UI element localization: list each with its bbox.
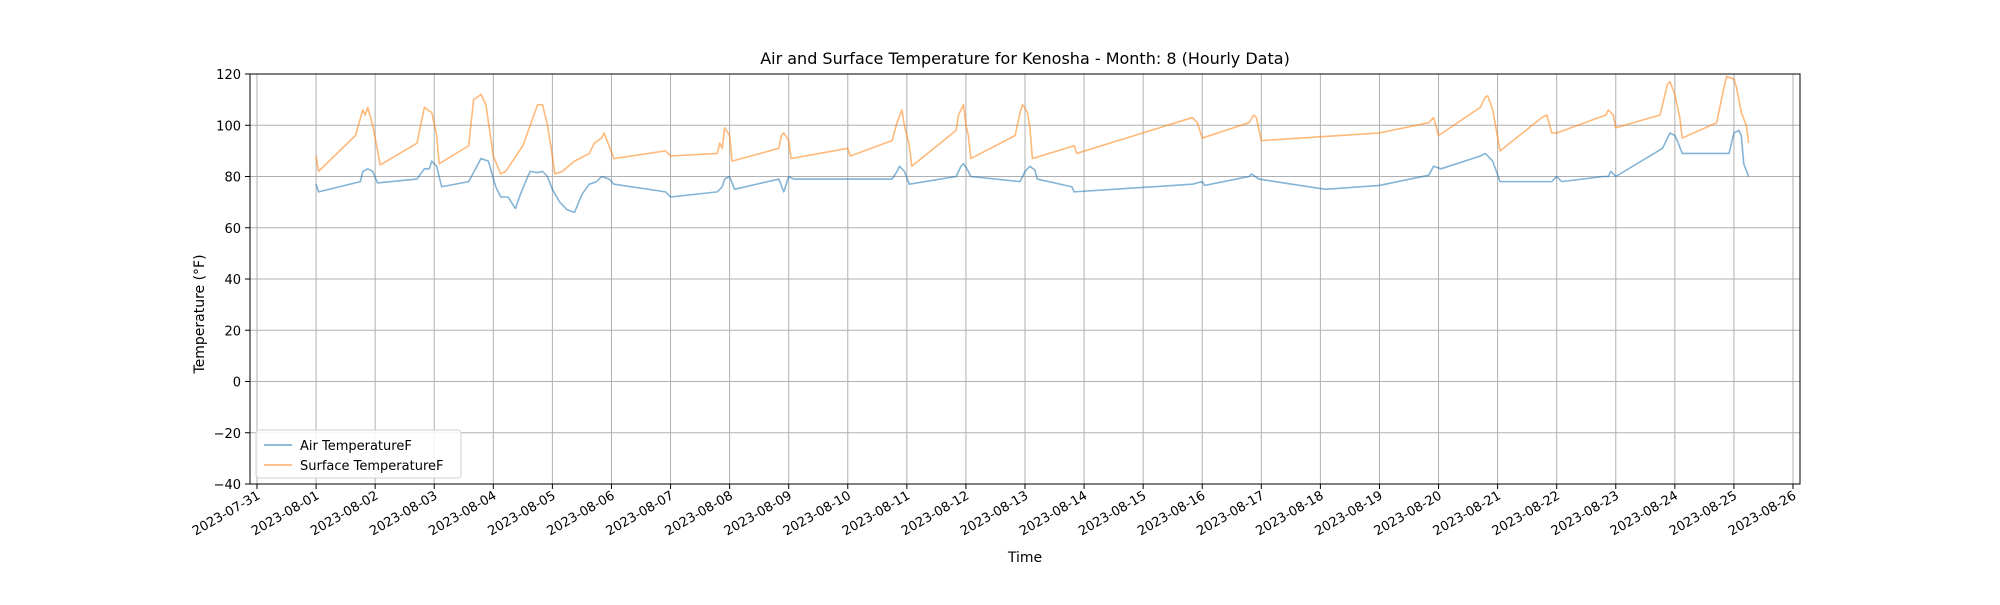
y-tick-label: 0 bbox=[233, 376, 241, 391]
series-line-1 bbox=[315, 75, 1750, 175]
x-tick-label: 2023-08-26 bbox=[1726, 488, 1799, 539]
y-tick-label: 100 bbox=[216, 119, 241, 134]
chart-title: Air and Surface Temperature for Kenosha … bbox=[760, 49, 1290, 68]
y-tick-label: 60 bbox=[224, 222, 241, 237]
series-line-0 bbox=[315, 129, 1750, 214]
y-tick-label: 80 bbox=[224, 171, 241, 186]
y-tick-label: 20 bbox=[224, 324, 241, 339]
grid-lines bbox=[250, 73, 1800, 485]
legend-box bbox=[255, 429, 462, 479]
x-axis-label: Time bbox=[1007, 550, 1042, 566]
legend-label-1: Surface TemperatureF bbox=[300, 459, 443, 474]
y-tick-label: −20 bbox=[214, 427, 241, 442]
y-tick-label: 40 bbox=[224, 273, 241, 288]
y-tick-label: 120 bbox=[216, 68, 241, 83]
y-axis-label: Temperature (°F) bbox=[192, 254, 208, 374]
legend: Air TemperatureF Surface TemperatureF bbox=[255, 429, 462, 479]
legend-label-0: Air TemperatureF bbox=[300, 439, 412, 454]
series-lines bbox=[315, 75, 1750, 214]
y-tick-label: −40 bbox=[214, 478, 241, 493]
